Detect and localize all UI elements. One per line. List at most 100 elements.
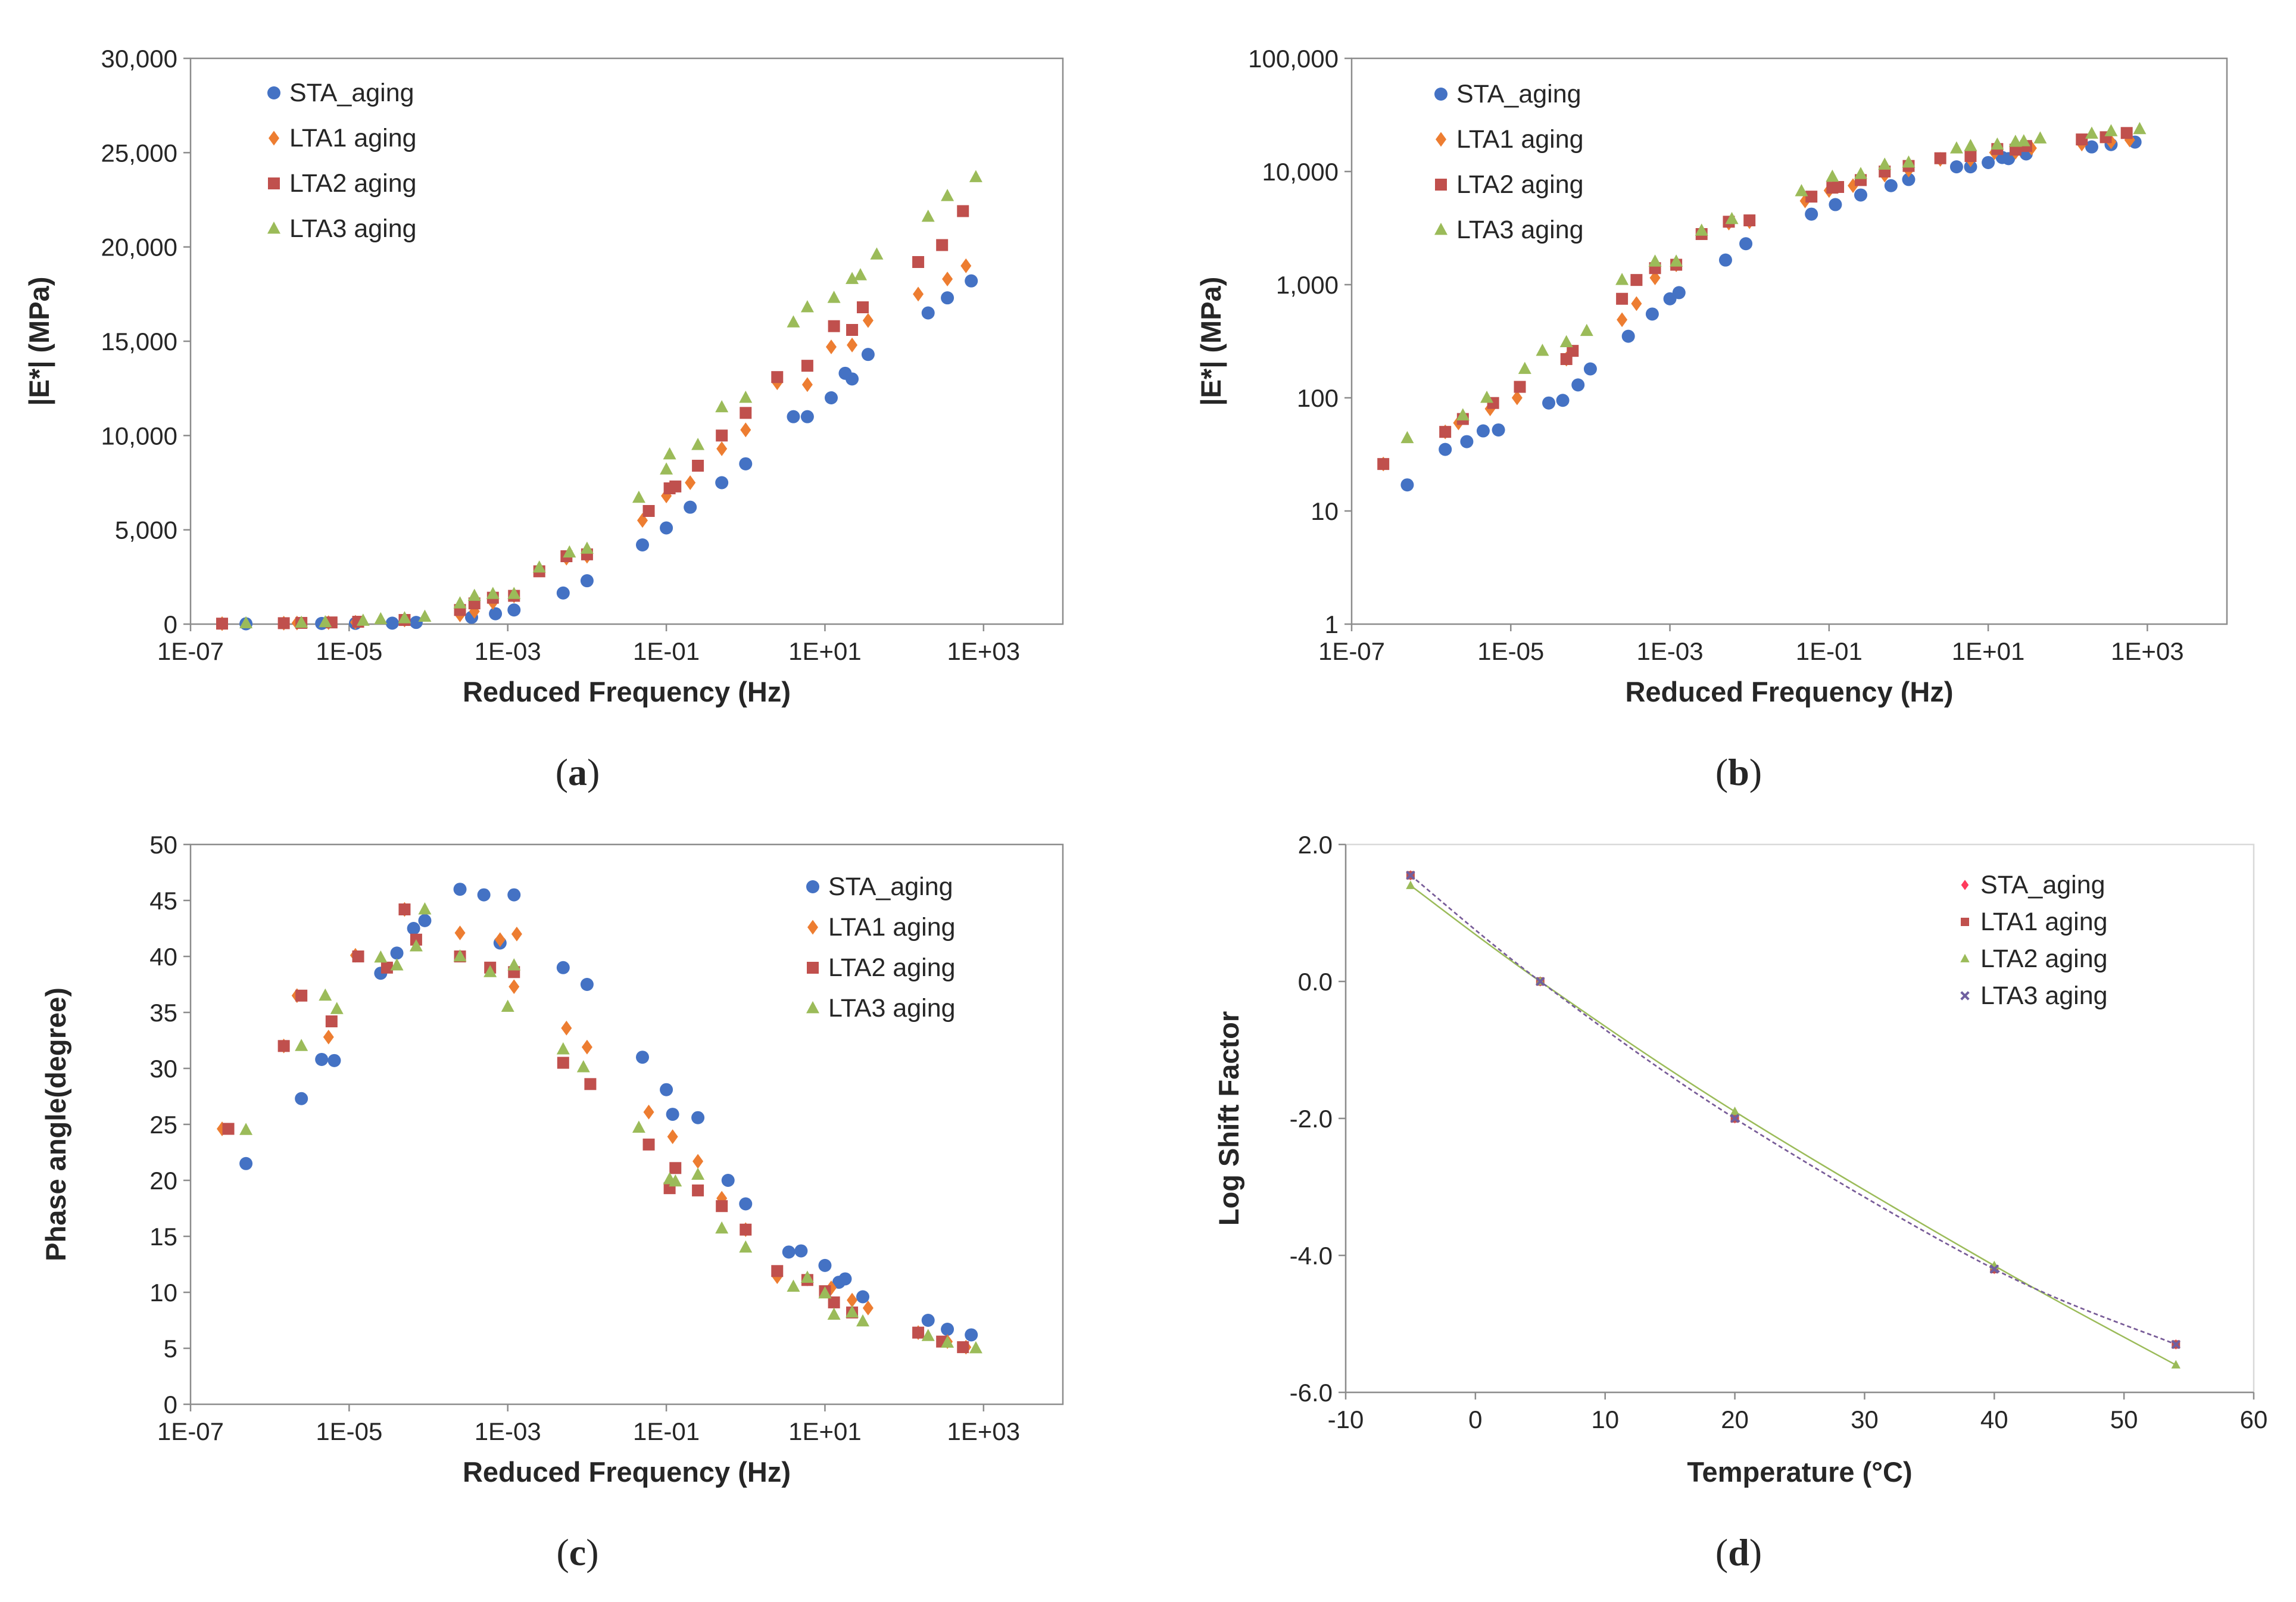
- series-lta2: LTA2 aging: [1377, 127, 2133, 470]
- series-sta: STA_aging: [239, 872, 978, 1342]
- data-point: [715, 400, 729, 413]
- data-point: [319, 988, 332, 1001]
- data-point: [1439, 426, 1452, 438]
- data-point: [1718, 253, 1732, 267]
- data-point: [643, 1104, 654, 1120]
- series-line: [1410, 884, 2176, 1366]
- data-point: [787, 315, 800, 328]
- data-point: [716, 441, 728, 456]
- data-point: [684, 500, 697, 514]
- data-point: [642, 505, 655, 517]
- data-point: [1400, 431, 1414, 444]
- data-point: [581, 1039, 592, 1055]
- data-point: [295, 1039, 308, 1051]
- data-point: [1406, 871, 1415, 880]
- data-point: [969, 170, 982, 182]
- data-point: [715, 1221, 729, 1234]
- y-tick-label: 1,000: [1276, 271, 1339, 299]
- data-point: [1480, 391, 1494, 403]
- data-point: [1805, 191, 1818, 203]
- data-point: [663, 447, 676, 460]
- data-point: [1580, 323, 1593, 336]
- data-point: [584, 1078, 597, 1090]
- chart-panel-3: 0 5 10 15 20 25 30 35 40 45 50 1E-07 1E-05 1E-03 1E-01…: [40, 831, 1064, 1488]
- data-point: [1631, 296, 1642, 311]
- y-tick-label: 45: [149, 887, 177, 915]
- legend-label: LTA3 aging: [1456, 216, 1584, 244]
- x-tick-label: 1E-01: [1796, 637, 1863, 665]
- legend-label: STA_aging: [1456, 80, 1581, 108]
- x-tick-label: 1E-03: [475, 637, 541, 665]
- data-point: [1949, 160, 1963, 174]
- data-point: [453, 596, 467, 609]
- data-point: [1567, 345, 1579, 357]
- data-point: [667, 1129, 678, 1145]
- data-point: [277, 1040, 290, 1052]
- data-point: [846, 324, 859, 336]
- panel-label: (a): [556, 751, 600, 793]
- data-point: [356, 613, 370, 626]
- data-point: [556, 1042, 570, 1055]
- data-point: [1621, 329, 1635, 343]
- data-point: [1456, 408, 1470, 420]
- panel-label: (c): [556, 1531, 598, 1573]
- data-point: [838, 1272, 852, 1286]
- data-point: [1616, 292, 1629, 305]
- data-point: [846, 272, 859, 284]
- data-point: [669, 1174, 682, 1187]
- data-point: [921, 1314, 935, 1327]
- panel-label-letter: c: [569, 1531, 586, 1573]
- x-tick-label: 20: [1721, 1405, 1749, 1433]
- data-point: [507, 958, 521, 971]
- data-point: [936, 239, 949, 251]
- data-point: [563, 545, 576, 558]
- data-point: [847, 1292, 858, 1308]
- data-point: [739, 1240, 753, 1253]
- x-axis-title: Reduced Frequency (Hz): [1625, 676, 1953, 708]
- data-point: [1854, 167, 1867, 179]
- series-line: [1410, 874, 2176, 1345]
- data-point: [826, 339, 837, 354]
- y-tick-label: 30: [149, 1055, 177, 1083]
- data-point: [1377, 458, 1390, 470]
- data-point: [846, 372, 859, 386]
- data-point: [453, 949, 467, 962]
- plot-area: [1344, 843, 2255, 1394]
- data-point: [1670, 254, 1683, 267]
- data-point: [1805, 207, 1818, 221]
- data-point: [1964, 139, 1977, 151]
- data-point: [2085, 126, 2098, 139]
- data-point: [1615, 273, 1629, 285]
- data-point: [507, 888, 521, 902]
- data-point: [854, 268, 868, 280]
- legend-label: LTA2 aging: [828, 953, 956, 982]
- x-tick-label: 60: [2240, 1405, 2268, 1433]
- data-point: [669, 480, 682, 493]
- data-point: [483, 965, 497, 977]
- data-point: [692, 1184, 704, 1196]
- series-lta2: LTA2 aging: [1406, 880, 2180, 1369]
- data-point: [1542, 396, 1556, 410]
- data-point: [374, 950, 388, 963]
- data-point: [1571, 378, 1585, 392]
- legend-marker: [1434, 88, 1448, 101]
- data-point: [941, 1335, 954, 1348]
- y-axis-title: Log Shift Factor: [1213, 1011, 1244, 1226]
- data-point: [782, 1245, 796, 1259]
- data-point: [1617, 312, 1628, 328]
- data-point: [856, 301, 869, 313]
- data-point: [2076, 133, 2088, 146]
- legend-label: LTA1 aging: [289, 124, 417, 152]
- data-point: [398, 611, 411, 624]
- data-point: [1511, 390, 1523, 406]
- data-point: [912, 1326, 925, 1339]
- data-point: [660, 462, 673, 475]
- legend-marker: [1961, 918, 1969, 926]
- data-point: [739, 1197, 753, 1211]
- y-tick-label: -6.0: [1290, 1379, 1333, 1407]
- data-point: [2104, 124, 2118, 136]
- data-point: [1902, 155, 1916, 168]
- data-point: [1460, 435, 1474, 448]
- data-point: [691, 1167, 705, 1180]
- data-point: [1934, 152, 1946, 164]
